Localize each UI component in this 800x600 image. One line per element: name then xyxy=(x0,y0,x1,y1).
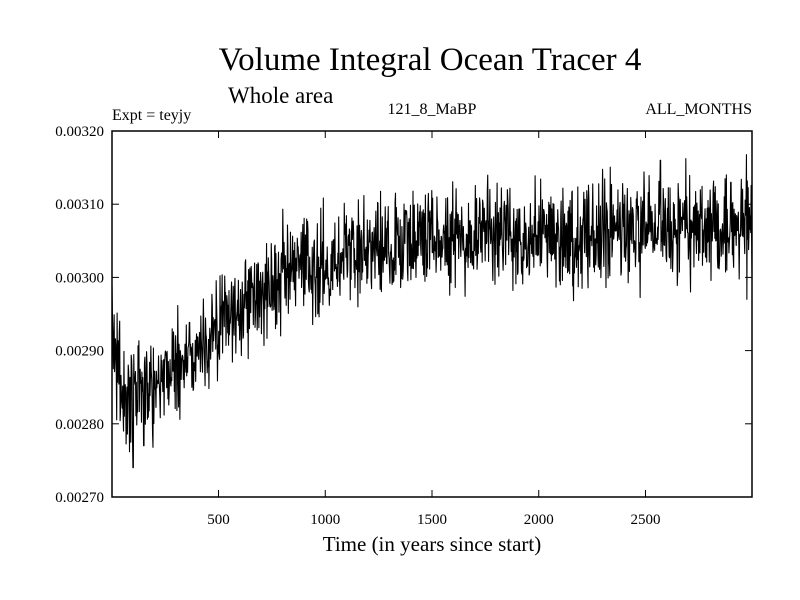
run-label: 121_8_MaBP xyxy=(388,101,477,118)
x-axis-label: Time (in years since start) xyxy=(323,532,542,556)
period-label: ALL_MONTHS xyxy=(645,101,752,118)
y-tick-label: 0.00270 xyxy=(55,490,104,506)
plot-frame xyxy=(111,130,753,498)
x-tick-label: 2500 xyxy=(630,512,660,528)
y-tick-label: 0.00290 xyxy=(55,344,104,360)
series-layer xyxy=(111,154,753,469)
x-tick-label: 500 xyxy=(207,512,230,528)
ticks-layer: 0.00270 0.00280 0.00290 0.00300 0.00310 0.003… xyxy=(55,124,752,528)
x-tick-label: 1000 xyxy=(310,512,340,528)
experiment-label: Expt = teyjy xyxy=(112,107,191,124)
y-tick-label: 0.00320 xyxy=(55,124,104,140)
chart-subtitle: Whole area xyxy=(228,83,333,108)
x-tick-label: 1500 xyxy=(417,512,447,528)
series-line xyxy=(111,154,753,469)
y-tick-label: 0.00310 xyxy=(55,197,104,213)
y-tick-label: 0.00300 xyxy=(55,270,104,286)
x-tick-label: 2000 xyxy=(524,512,554,528)
chart-title: Volume Integral Ocean Tracer 4 xyxy=(219,42,642,78)
y-tick-label: 0.00280 xyxy=(55,417,104,433)
